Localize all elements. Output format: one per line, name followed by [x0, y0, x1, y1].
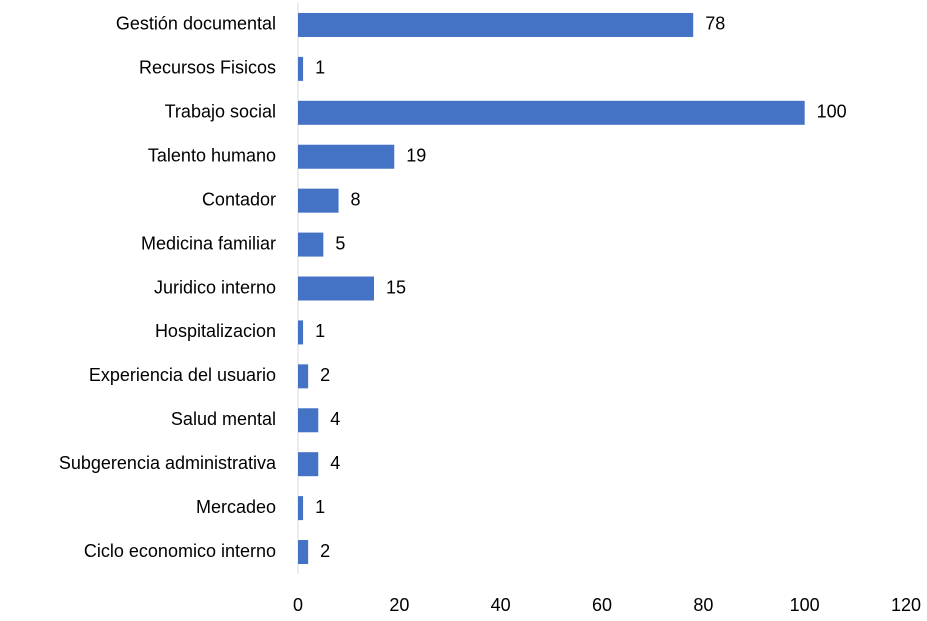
x-tick-label: 80 [693, 595, 713, 615]
x-tick-label: 0 [293, 595, 303, 615]
y-tick-label: Trabajo social [165, 102, 276, 122]
data-label: 5 [335, 233, 345, 253]
y-tick-label: Contador [202, 189, 276, 209]
y-tick-label: Recursos Fisicos [139, 58, 276, 78]
y-tick-label: Subgerencia administrativa [59, 453, 277, 473]
bar [298, 100, 805, 125]
bar [298, 452, 319, 477]
y-tick-label: Experiencia del usuario [89, 365, 276, 385]
bar [298, 12, 694, 37]
x-tick-label: 40 [491, 595, 511, 615]
bar [298, 408, 319, 433]
bar [298, 56, 304, 81]
data-label: 8 [351, 189, 361, 209]
bar [298, 144, 395, 169]
data-label: 4 [330, 453, 340, 473]
y-tick-label: Medicina familiar [141, 233, 276, 253]
bar [298, 232, 324, 257]
data-label: 4 [330, 409, 340, 429]
bar [298, 276, 374, 301]
y-tick-label: Talento humano [148, 145, 276, 165]
y-tick-label: Juridico interno [154, 277, 276, 297]
x-tick-label: 100 [790, 595, 820, 615]
x-tick-label: 20 [389, 595, 409, 615]
bar [298, 540, 309, 565]
bar [298, 320, 304, 345]
y-tick-label: Salud mental [171, 409, 276, 429]
bar [298, 188, 339, 213]
data-label: 78 [705, 14, 725, 34]
data-label: 2 [320, 365, 330, 385]
x-tick-label: 60 [592, 595, 612, 615]
data-label: 1 [315, 58, 325, 78]
data-label: 100 [817, 102, 847, 122]
y-tick-label: Mercadeo [196, 497, 276, 517]
y-tick-label: Ciclo economico interno [84, 541, 276, 561]
y-tick-label: Hospitalizacion [155, 321, 276, 341]
data-label: 1 [315, 497, 325, 517]
bar [298, 496, 304, 521]
data-label: 19 [406, 145, 426, 165]
data-label: 1 [315, 321, 325, 341]
y-tick-label: Gestión documental [116, 14, 276, 34]
bar [298, 364, 309, 389]
data-label: 2 [320, 541, 330, 561]
data-label: 15 [386, 277, 406, 297]
x-tick-label: 120 [891, 595, 921, 615]
